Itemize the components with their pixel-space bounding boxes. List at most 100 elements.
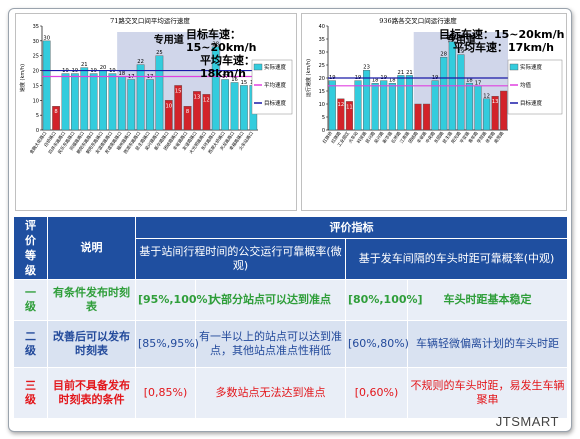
- bar-value-label: 23: [363, 65, 370, 71]
- bar: [491, 95, 499, 131]
- bar: [380, 80, 388, 131]
- bar: [136, 64, 145, 131]
- table-header-row: 评价等级 说明 评价指标: [13, 215, 568, 280]
- bar-value-label: 18: [466, 78, 473, 84]
- legend-label: 实际速度: [520, 63, 543, 71]
- macro-text-cell: 车辆轻微偏离计划的车头时距: [407, 320, 568, 368]
- bar: [397, 75, 405, 131]
- chart-71-targets: 目标车速：15~20km/h 平均车速：18km/h: [186, 28, 296, 80]
- bar: [71, 73, 79, 131]
- bar: [127, 79, 136, 131]
- bar: [457, 54, 465, 131]
- header-desc: 说明: [47, 216, 136, 280]
- table-row: 二级 改善后可以发布时刻表 [85%,95%) 有一半以上的站点可以达到准点，其…: [13, 320, 568, 368]
- y-axis-label: 速度 (km/h): [19, 64, 26, 92]
- bar-value-label: 21: [406, 70, 413, 76]
- bar: [211, 46, 220, 131]
- desc-cell: 改善后可以发布时刻表: [47, 320, 136, 368]
- bar: [483, 98, 491, 131]
- desc-cell: 目前不具备发布时刻表的条件: [47, 367, 136, 419]
- y-tick-label: 15: [33, 83, 39, 89]
- bar: [52, 106, 60, 131]
- bar: [221, 79, 229, 131]
- bar: [337, 98, 345, 131]
- y-tick-label: 35: [33, 24, 39, 30]
- bar: [174, 85, 183, 131]
- bar: [414, 103, 422, 131]
- legend-label: 目标速度: [264, 99, 287, 107]
- y-axis-label: 运行速度 (km/h): [305, 59, 312, 97]
- bar-value-label: 12: [203, 97, 210, 103]
- table-row: 一级 有条件发布时刻表 [95%,100%] 大部分站点可以达到准点 [80%,…: [13, 279, 568, 321]
- level-cell: 二级: [13, 320, 48, 368]
- micro-text-cell: 有一半以上的站点可以达到准点，其他站点准点性稍低: [195, 320, 346, 368]
- bar: [440, 57, 448, 131]
- chart-936-avg-text: 平均车速：17km/h: [453, 41, 554, 54]
- bar: [474, 85, 482, 131]
- y-tick-label: 40: [319, 24, 325, 30]
- bar-value-label: 15: [241, 80, 248, 86]
- table-row: 三级 目前不具备发布时刻表的条件 [0,85%) 多数站点无法达到准点 [0,6…: [13, 367, 568, 419]
- bar: [431, 80, 439, 131]
- header-micro: 基于站间行程时间的公交运行可靠概率(微观): [135, 238, 346, 280]
- bar-value-label: 25: [156, 50, 163, 56]
- macro-range-cell: [80%,100%]: [345, 279, 423, 321]
- bar: [183, 106, 192, 131]
- bar: [61, 73, 70, 131]
- bar: [345, 101, 353, 131]
- header-macro: 基于发车间隔的车头时距可靠概率(中观): [345, 238, 568, 280]
- bar: [155, 55, 164, 131]
- bar: [164, 100, 173, 131]
- micro-range-cell: [0,85%): [135, 367, 196, 419]
- bar-value-label: 16: [231, 77, 238, 83]
- bar-value-label: 12: [483, 93, 490, 99]
- bar: [240, 85, 248, 131]
- y-tick-label: 30: [33, 39, 39, 45]
- bar-value-label: 18: [389, 78, 396, 84]
- bar-value-label: 34: [449, 36, 456, 42]
- bar-value-label: 29: [458, 49, 465, 55]
- bar-value-label: 22: [137, 59, 144, 65]
- bar: [146, 79, 154, 131]
- bar-value-label: 8: [186, 109, 189, 115]
- bar-value-label: 21: [398, 70, 405, 76]
- legend-label: 平均速度: [264, 81, 287, 89]
- legend-swatch-actual: [509, 63, 519, 71]
- bar: [117, 76, 126, 131]
- bar: [193, 91, 201, 131]
- bar: [388, 82, 396, 131]
- bar: [500, 90, 508, 131]
- y-tick-label: 5: [322, 115, 325, 121]
- y-tick-label: 0: [36, 128, 39, 134]
- macro-text-cell: 车头时距基本稳定: [407, 279, 568, 321]
- bar-value-label: 10: [165, 103, 172, 109]
- bar: [423, 103, 431, 131]
- micro-range-cell: [85%,95%): [135, 320, 199, 368]
- jtsmart-logo: JTSMART: [495, 414, 559, 429]
- chart-936-targets: 目标车速：15~20km/h 平均车速：17km/h: [439, 28, 564, 54]
- bar-value-label: 18: [372, 78, 379, 84]
- y-tick-label: 10: [319, 102, 325, 108]
- bar-value-label: 13: [194, 94, 201, 100]
- bar: [363, 70, 371, 131]
- y-tick-label: 0: [322, 128, 325, 134]
- bar: [465, 82, 473, 131]
- bar-value-label: 11: [346, 104, 353, 110]
- bar: [108, 73, 117, 131]
- slide-frame: 71路交叉口间平均运行速度 专用道 0 5 10 15 20 25 30 35 速度 (km/h) 3…: [8, 8, 572, 432]
- y-tick-label: 25: [319, 63, 325, 69]
- chart-71-target-text: 目标车速：15~20km/h: [186, 28, 257, 54]
- chart-title: 71路交叉口间平均运行速度: [110, 16, 190, 25]
- y-tick-label: 15: [319, 89, 325, 95]
- bar-value-label: 30: [43, 35, 50, 41]
- legend-label: 目标速度: [520, 99, 543, 107]
- y-tick-label: 5: [36, 113, 39, 119]
- header-level: 评价等级: [13, 216, 48, 280]
- band-label: 专用道: [154, 33, 184, 46]
- bar: [230, 82, 239, 131]
- chart-936: 936路各交叉口间运行速度 专用道 0 5 10 15 20 25 30 35 40 运行速度 (km…: [301, 13, 567, 211]
- legend-label: 实际速度: [264, 63, 287, 71]
- bar-value-label: 28: [212, 41, 219, 47]
